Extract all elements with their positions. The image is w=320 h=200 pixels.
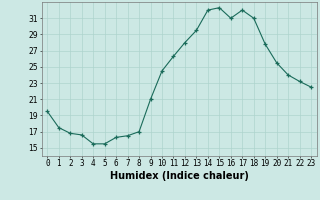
X-axis label: Humidex (Indice chaleur): Humidex (Indice chaleur) bbox=[110, 171, 249, 181]
